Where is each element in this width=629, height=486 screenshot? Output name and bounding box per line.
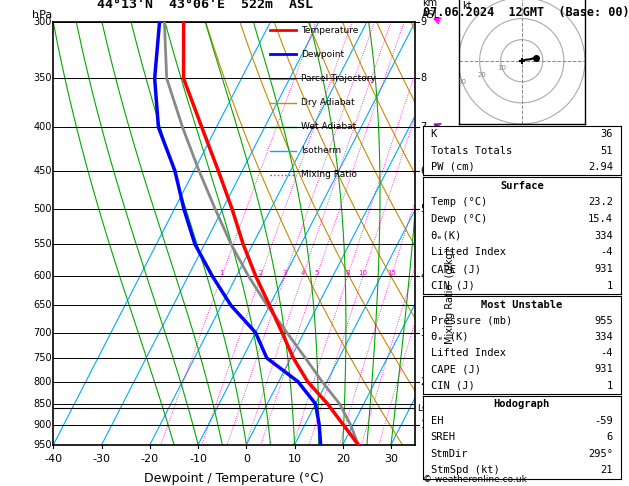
Text: Surface: Surface <box>500 181 543 191</box>
Text: 400: 400 <box>33 122 52 132</box>
Text: CAPE (J): CAPE (J) <box>431 264 481 274</box>
Text: -40: -40 <box>45 454 62 464</box>
Text: CIN (J): CIN (J) <box>431 281 474 291</box>
Text: 23.2: 23.2 <box>588 197 613 208</box>
Text: 850: 850 <box>33 399 52 409</box>
Text: 650: 650 <box>33 300 52 311</box>
Text: 800: 800 <box>33 377 52 387</box>
Text: θₑ (K): θₑ (K) <box>431 332 468 342</box>
Text: 10: 10 <box>498 65 506 71</box>
Text: 600: 600 <box>33 271 52 281</box>
Text: 1: 1 <box>220 270 224 276</box>
Text: 1: 1 <box>421 420 426 430</box>
Text: θₑ(K): θₑ(K) <box>431 231 462 241</box>
Text: 9: 9 <box>421 17 426 27</box>
Text: -20: -20 <box>141 454 159 464</box>
Text: 750: 750 <box>33 353 52 363</box>
Text: Pressure (mb): Pressure (mb) <box>431 316 512 326</box>
Text: 1: 1 <box>606 381 613 391</box>
Text: 350: 350 <box>33 73 52 84</box>
Text: CIN (J): CIN (J) <box>431 381 474 391</box>
Text: Dewp (°C): Dewp (°C) <box>431 214 487 224</box>
Text: EH: EH <box>431 416 443 426</box>
Text: 3: 3 <box>421 328 426 338</box>
Text: 30: 30 <box>458 79 467 86</box>
Text: Lifted Index: Lifted Index <box>431 348 506 358</box>
Text: hPa: hPa <box>32 10 52 20</box>
Text: Temp (°C): Temp (°C) <box>431 197 487 208</box>
Text: Isotherm: Isotherm <box>301 146 342 156</box>
Text: CAPE (J): CAPE (J) <box>431 364 481 374</box>
Text: km
ASL: km ASL <box>422 0 441 20</box>
Text: 700: 700 <box>33 328 52 338</box>
Text: 10: 10 <box>287 454 301 464</box>
Text: 295°: 295° <box>588 449 613 459</box>
Text: Dewpoint / Temperature (°C): Dewpoint / Temperature (°C) <box>145 472 324 485</box>
Text: 931: 931 <box>594 264 613 274</box>
Text: Dewpoint: Dewpoint <box>301 50 344 59</box>
Text: 20: 20 <box>478 72 487 78</box>
Text: 07.06.2024  12GMT  (Base: 00): 07.06.2024 12GMT (Base: 00) <box>423 6 629 19</box>
Text: 30: 30 <box>384 454 398 464</box>
Text: 950: 950 <box>33 440 52 450</box>
Text: 4: 4 <box>301 270 305 276</box>
Text: Hodograph: Hodograph <box>494 399 550 409</box>
Text: Mixing Ratio: Mixing Ratio <box>301 171 357 179</box>
Text: Totals Totals: Totals Totals <box>431 146 512 156</box>
Text: 8: 8 <box>421 73 426 84</box>
Text: 955: 955 <box>594 316 613 326</box>
Text: 5: 5 <box>421 204 427 214</box>
Text: 450: 450 <box>33 166 52 175</box>
Text: 10: 10 <box>359 270 367 276</box>
Text: 6: 6 <box>606 433 613 442</box>
Text: Mixing Ratio  (g/kg): Mixing Ratio (g/kg) <box>445 249 455 345</box>
Text: 44°13'N  43°06'E  522m  ASL: 44°13'N 43°06'E 522m ASL <box>97 0 313 11</box>
Text: 931: 931 <box>594 364 613 374</box>
Text: StmSpd (kt): StmSpd (kt) <box>431 466 499 475</box>
Text: 334: 334 <box>594 332 613 342</box>
Text: 5: 5 <box>314 270 319 276</box>
Text: 7: 7 <box>421 122 427 132</box>
Text: LCL: LCL <box>417 404 433 413</box>
Text: 4: 4 <box>421 271 426 281</box>
Text: 36: 36 <box>601 129 613 139</box>
Text: -10: -10 <box>189 454 207 464</box>
Text: 6: 6 <box>421 166 426 175</box>
Text: 2: 2 <box>259 270 263 276</box>
Text: -59: -59 <box>594 416 613 426</box>
Text: © weatheronline.co.uk: © weatheronline.co.uk <box>423 474 526 484</box>
Text: SREH: SREH <box>431 433 455 442</box>
Text: 21: 21 <box>601 466 613 475</box>
Text: StmDir: StmDir <box>431 449 468 459</box>
Text: -4: -4 <box>601 348 613 358</box>
Text: Lifted Index: Lifted Index <box>431 247 506 258</box>
Text: 51: 51 <box>601 146 613 156</box>
Text: Wet Adiabat: Wet Adiabat <box>301 122 357 131</box>
Text: 0: 0 <box>243 454 250 464</box>
Text: Dry Adiabat: Dry Adiabat <box>301 98 355 107</box>
Text: 3: 3 <box>282 270 287 276</box>
Text: -30: -30 <box>92 454 111 464</box>
Text: 15: 15 <box>387 270 396 276</box>
Text: 500: 500 <box>33 204 52 214</box>
Text: 300: 300 <box>33 17 52 27</box>
Text: -4: -4 <box>601 247 613 258</box>
Text: K: K <box>431 129 437 139</box>
Text: Most Unstable: Most Unstable <box>481 299 562 310</box>
Text: PW (cm): PW (cm) <box>431 162 474 172</box>
Text: 900: 900 <box>33 420 52 430</box>
Text: kt: kt <box>462 1 472 11</box>
Text: 20: 20 <box>336 454 350 464</box>
Text: 8: 8 <box>345 270 350 276</box>
Text: 334: 334 <box>594 231 613 241</box>
Text: Temperature: Temperature <box>301 26 359 35</box>
Text: 550: 550 <box>33 239 52 249</box>
Text: 2: 2 <box>421 377 427 387</box>
Text: Parcel Trajectory: Parcel Trajectory <box>301 74 376 83</box>
Text: 15.4: 15.4 <box>588 214 613 224</box>
Text: 2.94: 2.94 <box>588 162 613 172</box>
Text: 1: 1 <box>606 281 613 291</box>
